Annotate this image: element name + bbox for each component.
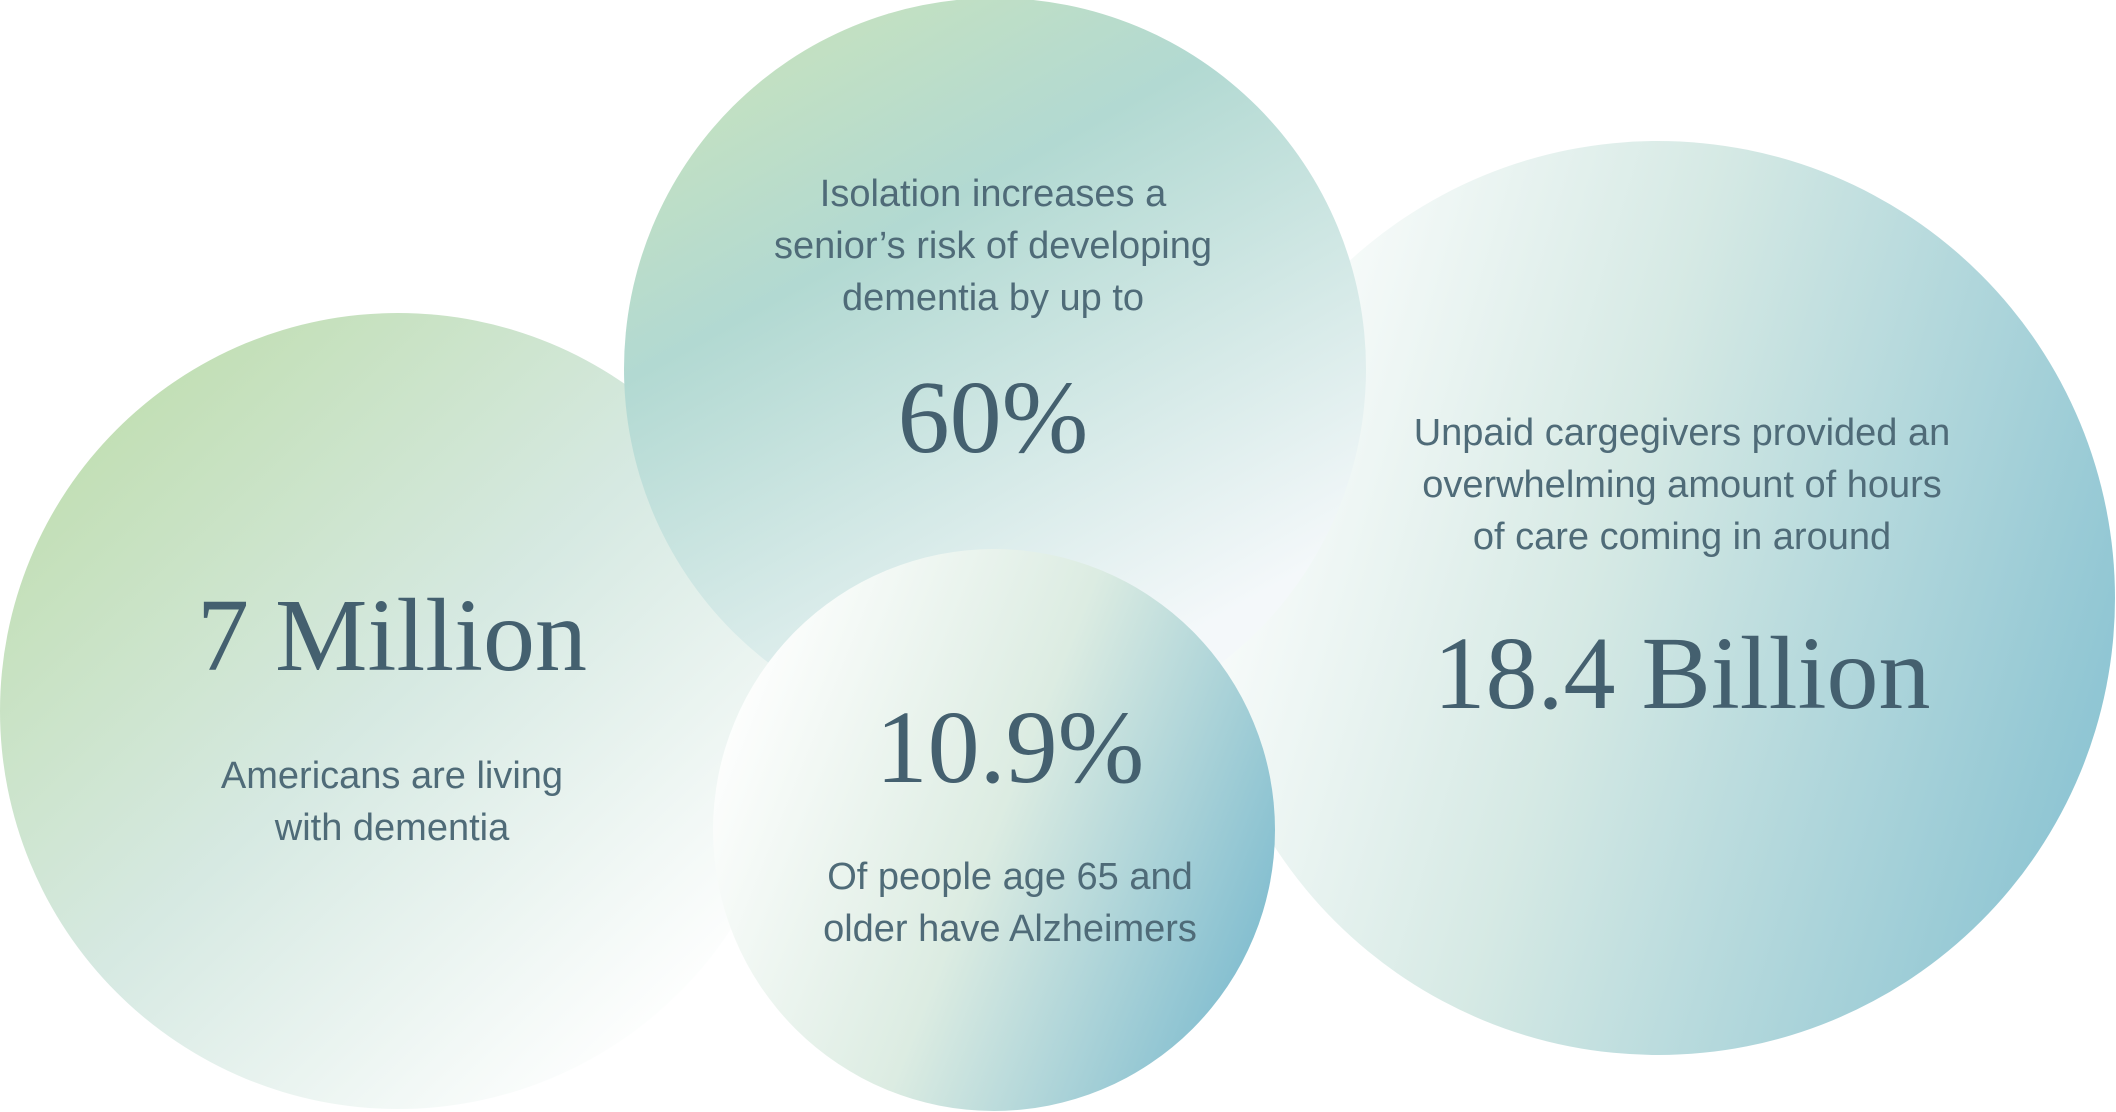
circle bbox=[624, 0, 1366, 740]
stat-caption: with dementia bbox=[274, 807, 510, 849]
circle bbox=[1201, 141, 2115, 1055]
circle bbox=[0, 313, 796, 1109]
stat-caption: Isolation increases a bbox=[820, 173, 1167, 215]
stat-caption: senior’s risk of developing bbox=[774, 225, 1212, 267]
stat-caption: Of people age 65 and bbox=[827, 856, 1193, 898]
stat-value: 60% bbox=[898, 360, 1089, 475]
stat-caption: older have Alzheimers bbox=[823, 908, 1197, 950]
stat-caption: of care coming in around bbox=[1473, 516, 1891, 558]
stat-value: 10.9% bbox=[876, 690, 1145, 805]
stat-caption: overwhelming amount of hours bbox=[1422, 464, 1942, 506]
stat-caption: Unpaid cargegivers provided an bbox=[1414, 412, 1951, 454]
stat-caption: dementia by up to bbox=[842, 277, 1144, 319]
stat-value: 18.4 Billion bbox=[1434, 616, 1931, 731]
stat-caption: Americans are living bbox=[221, 755, 563, 797]
stat-value: 7 Million bbox=[197, 578, 587, 693]
circle bbox=[713, 549, 1275, 1111]
